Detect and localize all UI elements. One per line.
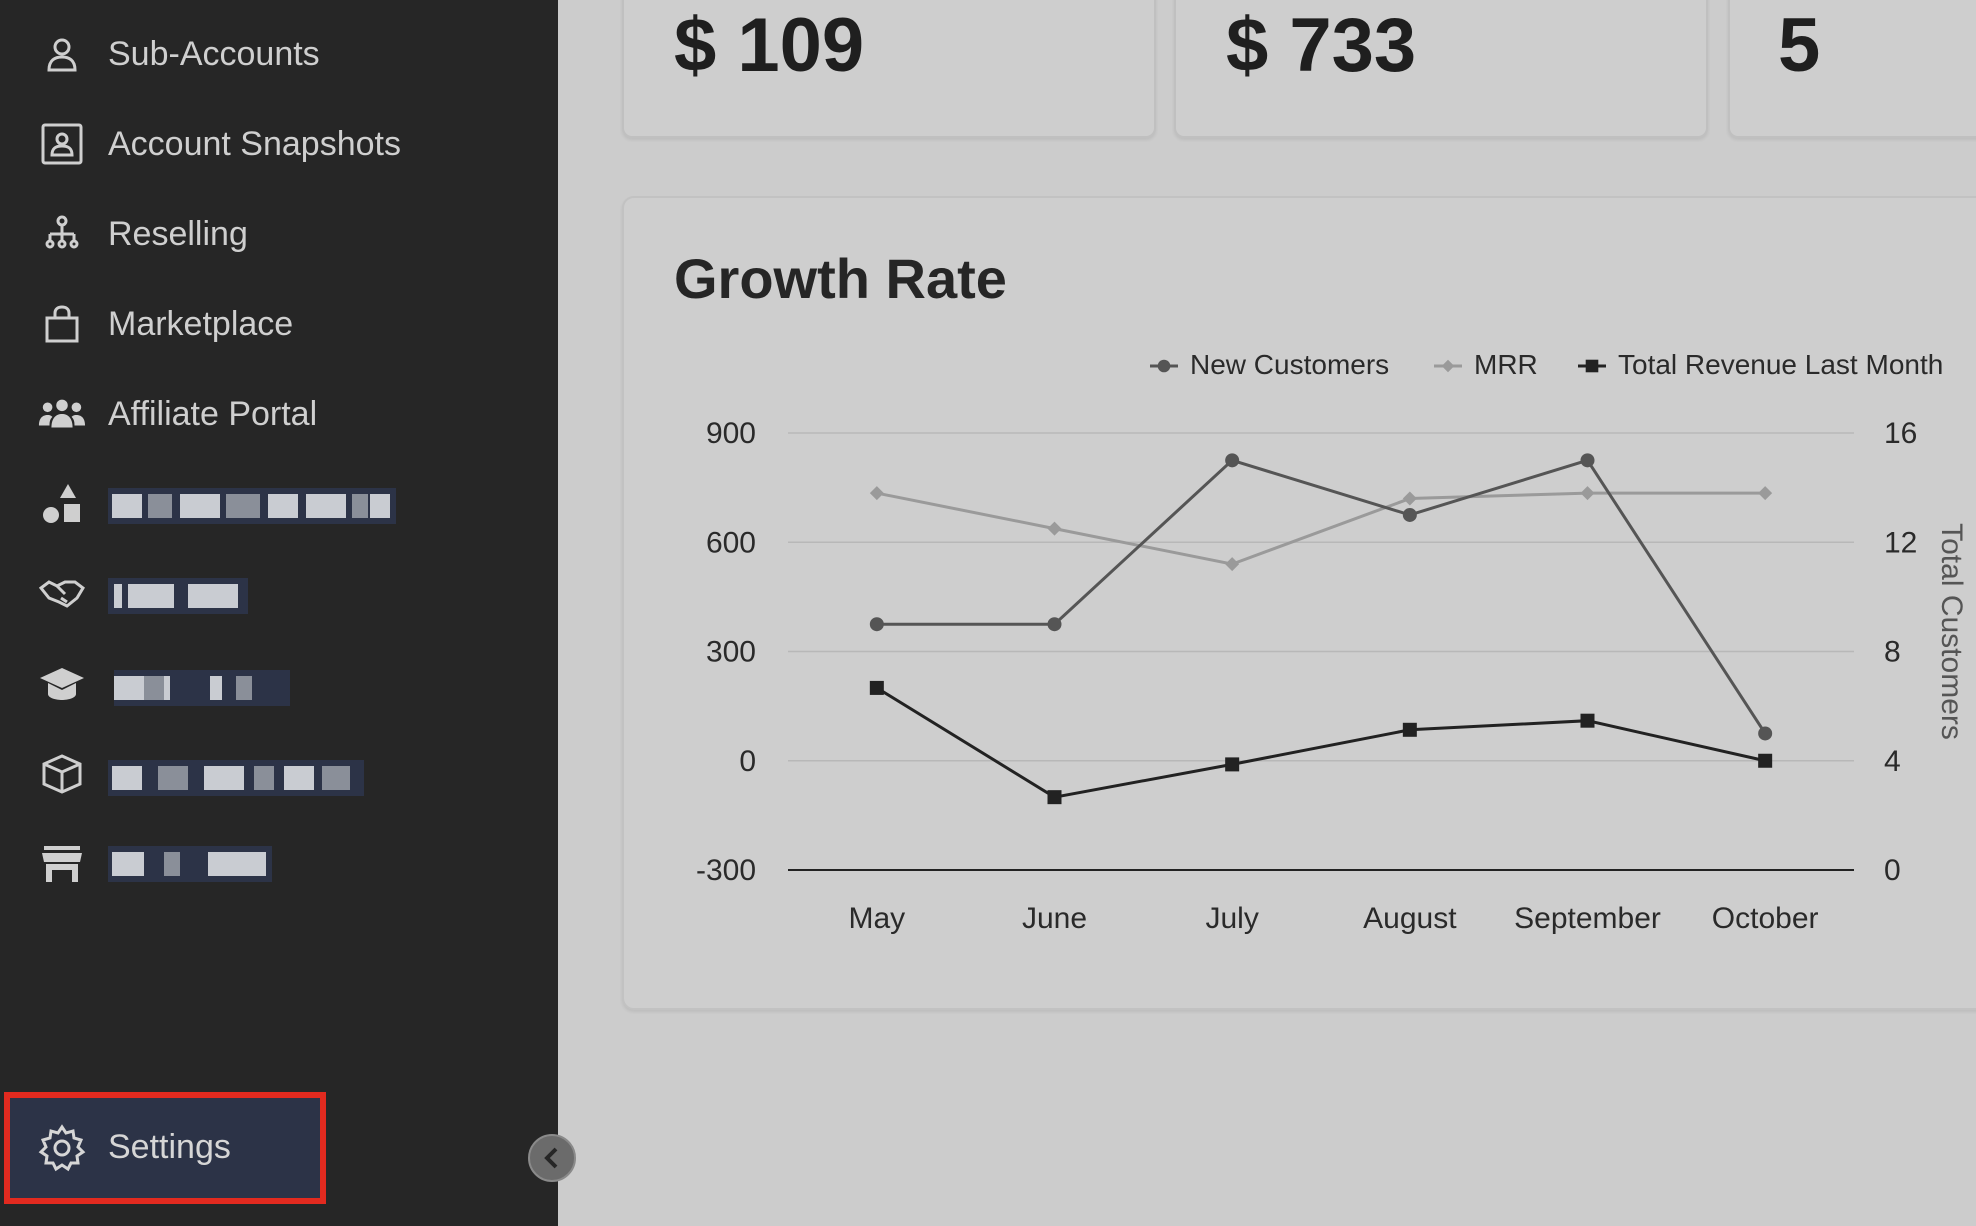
sidebar-item-redacted-2[interactable] <box>0 559 558 629</box>
right-axis-tick: 12 <box>1884 526 1917 559</box>
growth-rate-card: Growth Rate 900 600 300 0 -300 16 12 8 4 0 Total C… <box>622 196 1976 1010</box>
users-icon <box>38 390 86 438</box>
growth-rate-chart: 900 600 300 0 -300 16 12 8 4 0 Total Customers May J… <box>696 349 1968 935</box>
stat-value: 5 <box>1778 3 1821 88</box>
stat-card-2: $ 733 <box>1174 0 1708 138</box>
sidebar-item-reselling[interactable]: Reselling <box>0 199 558 269</box>
legend-entry: Total Revenue Last Month <box>1618 349 1943 380</box>
data-point <box>1225 453 1240 468</box>
data-point <box>1047 521 1062 536</box>
right-axis-tick: 16 <box>1884 417 1917 450</box>
data-point <box>1580 713 1595 728</box>
left-axis-tick: 300 <box>706 636 756 669</box>
sidebar-item-sub-accounts[interactable]: Sub-Accounts <box>0 19 558 89</box>
left-axis-tick: 900 <box>706 417 756 450</box>
data-point <box>1402 722 1417 737</box>
shopping-bag-icon <box>38 300 86 348</box>
sidebar-item-redacted-5[interactable] <box>0 829 558 899</box>
stat-card-3: 5 <box>1728 0 1976 138</box>
legend-swatch-marker <box>1585 359 1599 373</box>
data-point <box>1047 790 1062 805</box>
data-point <box>1225 757 1240 772</box>
sidebar-item-label: Reselling <box>108 214 248 253</box>
data-point <box>1758 726 1773 741</box>
series-line-total-revenue-last-month <box>876 686 1766 799</box>
data-point <box>1580 486 1595 501</box>
sidebar-item-marketplace[interactable]: Marketplace <box>0 289 558 359</box>
redacted-label <box>108 760 364 796</box>
x-axis-tick: June <box>1022 902 1087 935</box>
sidebar-item-redacted-1[interactable] <box>0 469 558 539</box>
data-point <box>869 680 884 695</box>
data-point <box>1580 453 1595 468</box>
legend-swatch-marker <box>1157 359 1171 373</box>
store-icon <box>38 840 86 888</box>
shapes-icon <box>38 480 86 528</box>
data-point <box>1225 557 1240 572</box>
x-axis-tick: September <box>1514 902 1661 935</box>
graduation-cap-icon <box>38 660 86 708</box>
data-point <box>1402 491 1417 506</box>
left-axis-tick: -300 <box>696 854 756 887</box>
sidebar-item-label: Sub-Accounts <box>108 34 320 73</box>
left-axis-tick: 0 <box>739 745 756 778</box>
package-icon <box>38 750 86 798</box>
right-axis-tick: 8 <box>1884 636 1901 669</box>
contact-card-icon <box>38 120 86 168</box>
collapse-sidebar-button[interactable] <box>528 1134 576 1182</box>
legend-entry: MRR <box>1474 349 1538 380</box>
sidebar-item-affiliate-portal[interactable]: Affiliate Portal <box>0 379 558 449</box>
stat-card-1: $ 109 <box>622 0 1156 138</box>
sidebar-item-label: Affiliate Portal <box>108 394 318 433</box>
sidebar-item-redacted-3[interactable] <box>0 649 558 719</box>
redacted-label <box>114 670 290 706</box>
legend-entry: New Customers <box>1190 349 1389 380</box>
data-point <box>1047 617 1062 632</box>
sidebar: Sub-Accounts Account Snapshots Reselling… <box>0 0 558 1226</box>
data-point <box>1758 753 1773 768</box>
settings-label: Settings <box>108 1128 231 1166</box>
network-icon <box>38 210 86 258</box>
series-line-mrr <box>876 491 1766 566</box>
x-axis-tick: August <box>1363 902 1457 935</box>
gear-icon <box>38 1124 86 1172</box>
sidebar-item-label: Account Snapshots <box>108 124 401 163</box>
chevron-left-icon <box>544 1147 558 1169</box>
redacted-label <box>108 578 248 614</box>
redacted-label <box>108 488 396 524</box>
right-axis-label: Total Customers <box>1935 523 1968 740</box>
user-icon <box>38 30 86 78</box>
stat-value: $ 109 <box>674 3 865 88</box>
x-axis-tick: May <box>848 902 905 935</box>
right-axis-tick: 4 <box>1884 745 1901 778</box>
x-axis-tick: July <box>1205 902 1258 935</box>
redacted-label <box>108 846 272 882</box>
data-point <box>1402 507 1417 522</box>
series-line-new-customers <box>876 458 1767 735</box>
chart-title: Growth Rate <box>674 247 1007 310</box>
data-point <box>869 617 884 632</box>
data-point <box>1758 486 1773 501</box>
sidebar-item-redacted-4[interactable] <box>0 739 558 809</box>
left-axis-tick: 600 <box>706 526 756 559</box>
data-point <box>869 486 884 501</box>
x-axis-tick: October <box>1712 902 1819 935</box>
right-axis-tick: 0 <box>1884 854 1901 887</box>
legend-swatch-marker <box>1441 359 1455 373</box>
sidebar-item-settings[interactable]: Settings <box>4 1092 326 1204</box>
stat-value: $ 733 <box>1226 3 1417 88</box>
sidebar-item-label: Marketplace <box>108 304 294 343</box>
sidebar-item-account-snapshots[interactable]: Account Snapshots <box>0 109 558 179</box>
handshake-icon <box>38 570 86 618</box>
